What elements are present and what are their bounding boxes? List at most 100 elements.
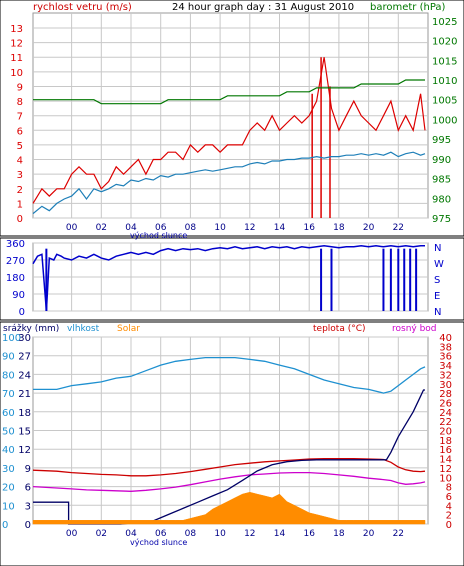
y-left-tick-label: 10: [10, 68, 23, 79]
y-left-tick-label: 3: [17, 170, 23, 181]
legend-humidity: vlhkost: [67, 324, 100, 334]
y-right-tick-label: 995: [432, 135, 451, 146]
y-humidity-tick-label: 100: [2, 333, 21, 344]
precip-humidity-temp-panel: 0102030405060708090100036912151821242730…: [2, 333, 452, 539]
compass-label: S: [434, 275, 440, 286]
y-right-tick-label: 990: [432, 155, 451, 166]
y-temp-tick-label: 14: [439, 455, 452, 466]
compass-label: W: [434, 259, 444, 270]
y-left-tick-label: 5: [17, 141, 23, 152]
x-tick-label: 04: [125, 223, 137, 233]
y-right-tick-label: 980: [432, 194, 451, 205]
series-line-2: [33, 79, 425, 105]
x-tick-label: 08: [185, 529, 197, 539]
series-line-3: [32, 151, 426, 215]
y-precip-tick-label: 27: [18, 352, 31, 363]
y-temp-tick-label: 34: [439, 361, 452, 372]
x-tick-label: 22: [393, 529, 404, 539]
y-temp-tick-label: 10: [439, 473, 452, 484]
x-tick-label: 16: [303, 529, 315, 539]
y-left-tick-label: 9: [17, 82, 23, 93]
y-dir-tick-label: 360: [6, 239, 25, 250]
y-dir-tick-label: 0: [19, 307, 25, 318]
y-right-tick-label: 1025: [432, 17, 457, 28]
y-temp-tick-label: 38: [439, 342, 452, 353]
y-left-tick-label: 7: [17, 112, 23, 123]
y-temp-tick-label: 6: [446, 492, 452, 503]
legend-solar: Solar: [117, 324, 140, 334]
wind-barometer-panel: 0123456789101112139759809859909951000100…: [10, 12, 457, 233]
compass-label: N: [434, 243, 441, 254]
y-right-tick-label: 1005: [432, 96, 457, 107]
chart-title: 24 hour graph day : 31 August 2010: [172, 2, 354, 13]
y-humidity-tick-label: 30: [2, 464, 15, 475]
y-temp-tick-label: 8: [446, 483, 452, 494]
y-temp-tick-label: 0: [446, 520, 452, 531]
x-tick-label: 18: [333, 529, 345, 539]
y-left-tick-label: 0: [17, 214, 23, 225]
x-tick-label: 12: [244, 529, 255, 539]
y-temp-tick-label: 4: [446, 501, 452, 512]
y-left-tick-label: 8: [17, 97, 23, 108]
y-precip-tick-label: 30: [18, 333, 31, 344]
y-precip-tick-label: 15: [18, 427, 31, 438]
y-humidity-tick-label: 70: [2, 389, 15, 400]
x-tick-label: 06: [155, 529, 167, 539]
x-tick-label: 14: [274, 223, 286, 233]
direction-line: [32, 245, 425, 312]
x-tick-label: 02: [96, 223, 107, 233]
compass-label: E: [434, 291, 440, 302]
y-left-tick-label: 2: [17, 185, 23, 196]
x-tick-label: 20: [363, 529, 375, 539]
y-temp-tick-label: 12: [439, 464, 452, 475]
y-temp-tick-label: 30: [439, 380, 452, 391]
series-line-2: [32, 471, 426, 492]
y-precip-tick-label: 9: [25, 464, 31, 475]
series-line-0: [32, 57, 426, 204]
x-tick-label: 12: [244, 223, 255, 233]
x-tick-label: 06: [155, 223, 167, 233]
legend-dewpoint: rosný bod: [392, 324, 437, 334]
x-tick-label: 04: [125, 529, 137, 539]
y-right-tick-label: 1000: [432, 115, 457, 126]
y-humidity-tick-label: 10: [2, 501, 15, 512]
y-dir-tick-label: 90: [12, 290, 25, 301]
y-temp-tick-label: 22: [439, 417, 452, 428]
y-temp-tick-label: 32: [439, 370, 452, 381]
y-right-tick-label: 1015: [432, 56, 457, 67]
y-temp-tick-label: 18: [439, 436, 452, 447]
x-tick-label: 16: [303, 223, 315, 233]
y-humidity-tick-label: 0: [2, 520, 8, 531]
sunrise-label-1: východ slunce: [130, 231, 187, 240]
y-humidity-tick-label: 80: [2, 370, 15, 381]
y-temp-tick-label: 26: [439, 398, 452, 409]
x-tick-label: 10: [214, 529, 226, 539]
x-tick-label: 00: [66, 529, 78, 539]
x-tick-label: 08: [185, 223, 197, 233]
x-tick-label: 14: [274, 529, 286, 539]
y-precip-tick-label: 0: [25, 520, 31, 531]
y-left-tick-label: 6: [17, 126, 23, 137]
series-line-0: [33, 356, 426, 394]
y-precip-tick-label: 18: [18, 408, 31, 419]
y-humidity-tick-label: 90: [2, 352, 15, 363]
y-dir-tick-label: 180: [6, 273, 25, 284]
y-temp-tick-label: 24: [439, 408, 452, 419]
legend-wind: rychlost vetru (m/s): [33, 2, 132, 13]
y-temp-tick-label: 16: [439, 445, 452, 456]
legend-precip: srážky (mm): [3, 324, 59, 334]
x-tick-label: 02: [96, 529, 107, 539]
legend-barometer: barometr (hPa): [370, 2, 446, 13]
y-precip-tick-label: 3: [25, 501, 31, 512]
x-tick-label: 00: [66, 223, 78, 233]
y-right-tick-label: 1020: [432, 37, 457, 48]
y-precip-tick-label: 12: [18, 445, 31, 456]
y-precip-tick-label: 6: [25, 483, 31, 494]
y-temp-tick-label: 20: [439, 427, 452, 438]
y-temp-tick-label: 40: [439, 333, 452, 344]
x-tick-label: 20: [363, 223, 375, 233]
y-left-tick-label: 4: [17, 156, 23, 167]
y-right-tick-label: 985: [432, 175, 451, 186]
sunrise-label-3: východ slunce: [130, 538, 187, 547]
